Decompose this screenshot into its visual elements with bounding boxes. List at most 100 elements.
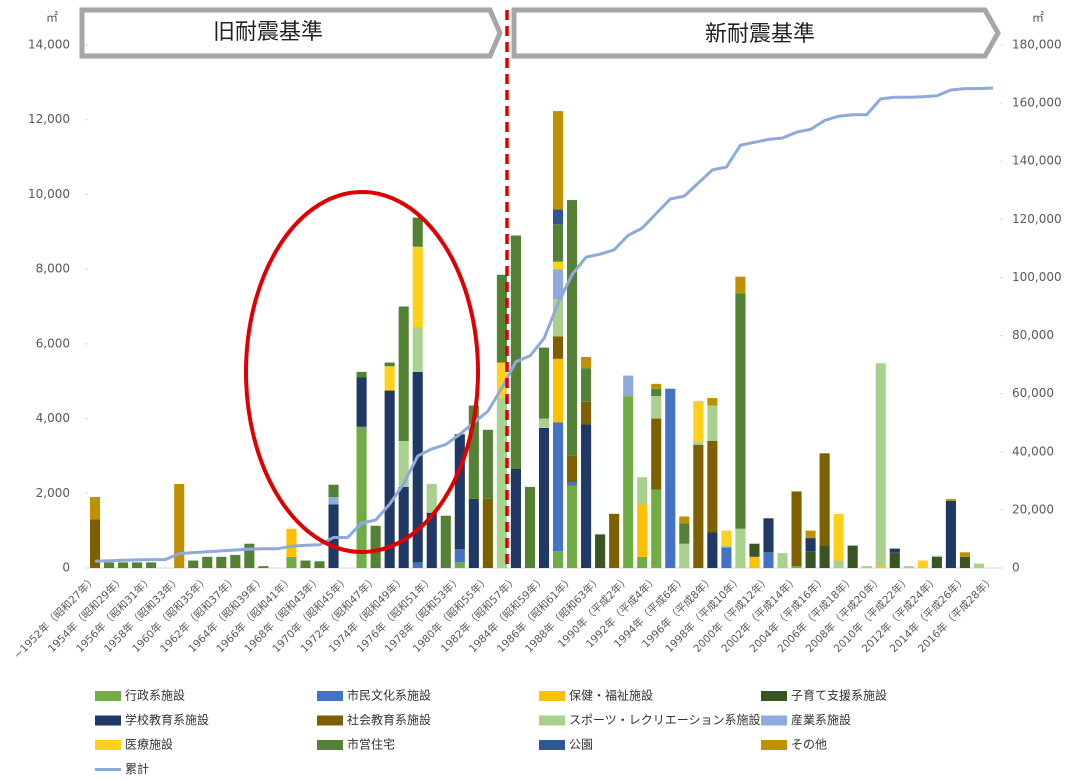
bar-segment xyxy=(805,538,816,552)
bar-segment xyxy=(679,543,690,568)
bar-segment xyxy=(665,388,676,568)
bar-segment xyxy=(118,562,129,568)
bar-segment xyxy=(454,434,465,550)
tick-label: 120,000 xyxy=(1012,212,1062,226)
bar-segment xyxy=(89,497,101,520)
bar-segment xyxy=(132,562,143,568)
bar-segment xyxy=(482,498,493,568)
bar-segment xyxy=(707,405,718,441)
bar-segment xyxy=(693,401,704,443)
legend-label: 行政系施設 xyxy=(125,688,185,703)
tick-label: 8,000 xyxy=(36,262,70,276)
bar-segment xyxy=(693,444,704,568)
bar-segment xyxy=(637,504,648,557)
bar-segment xyxy=(959,556,970,568)
bar-segment xyxy=(552,551,564,568)
bar-segment xyxy=(552,224,564,262)
legend-swatch xyxy=(539,691,565,701)
tick-label: 4,000 xyxy=(36,411,70,425)
bar-segment xyxy=(468,405,479,499)
bar-segment xyxy=(412,562,423,568)
bar-segment xyxy=(637,477,648,505)
bar-segment xyxy=(468,498,479,568)
bar-segment xyxy=(763,518,774,553)
legend-swatch xyxy=(761,691,787,701)
bar-segment xyxy=(679,523,690,544)
tick-label: 10,000 xyxy=(28,187,70,201)
bar-segment xyxy=(440,515,451,568)
bar-segment xyxy=(370,525,381,568)
bar-segment xyxy=(496,398,507,568)
legend-label: 公園 xyxy=(569,738,593,752)
bar-segment xyxy=(538,427,550,568)
bar-segment xyxy=(847,545,858,568)
bar-segment xyxy=(903,566,914,568)
bar-segment xyxy=(651,489,662,568)
bar-segment xyxy=(454,549,465,563)
tick-label: 2,000 xyxy=(36,486,70,500)
tick-label: 100,000 xyxy=(1012,270,1062,284)
bar-segment xyxy=(805,551,816,568)
bar-segment xyxy=(567,482,578,486)
legend-label: 累計 xyxy=(125,761,149,776)
bar-segment xyxy=(538,347,550,419)
legend-label: 保健・福祉施設 xyxy=(569,688,653,703)
bar-segment xyxy=(174,483,185,568)
bar-segment xyxy=(581,356,592,369)
banner-label: 新耐震基準 xyxy=(705,22,815,47)
bar-segment xyxy=(89,519,101,568)
bar-segment xyxy=(889,552,900,568)
bar-segment xyxy=(763,552,774,568)
bar-segment xyxy=(749,556,760,568)
bar-segment xyxy=(454,562,465,568)
bar-segment xyxy=(482,429,493,499)
tick-label: 140,000 xyxy=(1012,154,1062,168)
bar-segment xyxy=(917,560,928,568)
bar-segment xyxy=(707,398,718,406)
tick-label: 40,000 xyxy=(1012,444,1054,458)
bar-segment xyxy=(552,422,564,552)
legend-label: 市民文化系施設 xyxy=(347,688,431,703)
bar-segment xyxy=(623,375,634,397)
legend-swatch xyxy=(317,740,343,750)
bar-segment xyxy=(356,371,367,378)
bar-segment xyxy=(384,366,395,391)
legend-label: 産業系施設 xyxy=(791,712,851,727)
bar-segment xyxy=(707,440,718,533)
bar-segment xyxy=(721,530,732,546)
legend-label: 市営住宅 xyxy=(347,737,395,752)
bar-segment xyxy=(693,442,704,445)
bar-segment xyxy=(609,513,620,568)
bar-segment xyxy=(496,274,507,363)
bar-segment xyxy=(581,424,592,568)
bar-segment xyxy=(651,388,662,397)
bar-segment xyxy=(819,545,830,568)
bar-segment xyxy=(791,491,802,567)
bar-segment xyxy=(356,377,367,427)
bar-segment xyxy=(552,358,564,423)
legend-swatch xyxy=(317,715,343,726)
legend-label: 子育て支援系施設 xyxy=(791,688,887,703)
tick-label: 14,000 xyxy=(28,38,70,52)
bar-segment xyxy=(552,209,564,225)
bar-segment xyxy=(538,418,550,428)
bar-segment xyxy=(510,235,521,470)
tick-label: 12,000 xyxy=(28,112,70,126)
bar-segment xyxy=(581,401,592,425)
bar-segment xyxy=(875,363,886,567)
bar-segment xyxy=(552,111,564,210)
legend-swatch xyxy=(539,715,565,726)
bar-segment xyxy=(623,396,634,568)
bar-segment xyxy=(595,534,606,568)
bar-segment xyxy=(510,469,521,568)
tick-label: 6,000 xyxy=(36,336,70,350)
bar-segment xyxy=(412,327,423,372)
bar-segment xyxy=(314,561,325,568)
plot: 0 2,000 4,000 6,000 8,000 10,000 12,000 14,000 0… xyxy=(11,38,1062,662)
bar-segment xyxy=(959,552,970,557)
tick-label: 20,000 xyxy=(1012,502,1054,516)
legend-swatch xyxy=(761,740,787,750)
bar-segment xyxy=(356,426,367,568)
legend-swatch xyxy=(317,691,343,701)
